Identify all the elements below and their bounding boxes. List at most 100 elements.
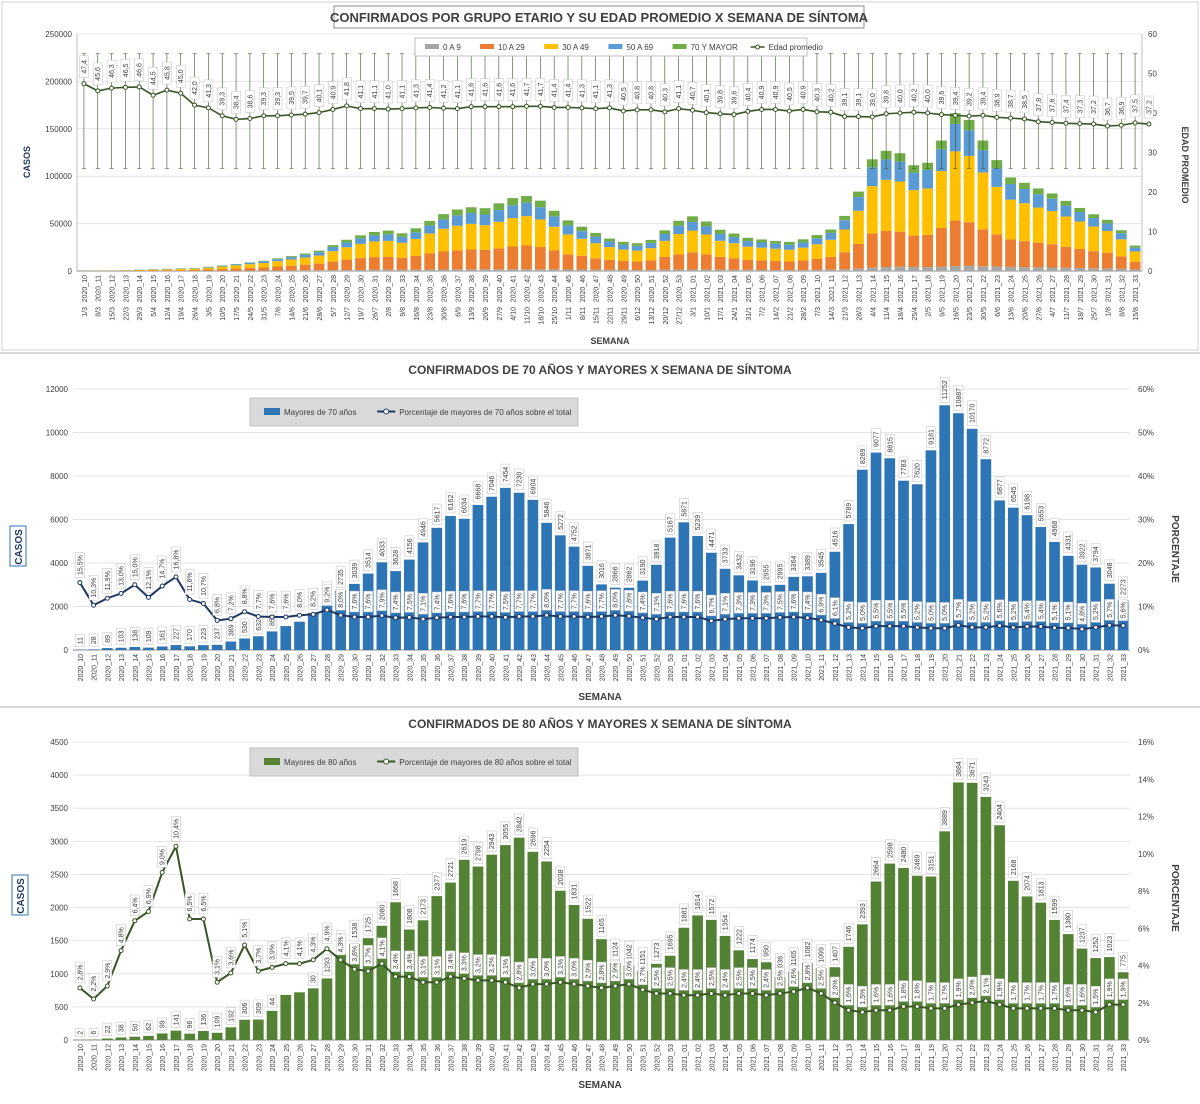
x-tick-label: 2021_29 [1078,275,1085,302]
avg-age-label: 36,7 [1105,102,1112,116]
percentage-point [572,982,576,986]
percentage-point [160,870,164,874]
percentage-point [449,615,453,619]
bar-segment [1047,193,1058,198]
avg-age-label: 40,0 [925,89,932,103]
x-tick-label: 2020_11 [96,275,103,302]
avg-age-point [815,110,819,114]
percentage-point [503,980,507,984]
bar-value-label: 89 [105,635,112,643]
x-tick-label: 2021_31 [1094,1044,1101,1071]
bar-value-label: 2598 [887,842,894,858]
y-tick-label: 2500 [50,870,68,879]
percentage-label: 7,7% [475,593,482,609]
percentage-label: 1,7% [1052,985,1059,1001]
percentage-point [696,615,700,619]
x-date-label: 18/4 [898,307,905,321]
x-tick-label: 2021_26 [1036,275,1043,302]
bar-segment [1102,231,1113,253]
avg-age-label: 41,6 [510,83,517,97]
x-tick-label: 2021_09 [792,1044,799,1071]
percentage-point [847,625,851,629]
avg-age-label: 40,7 [690,86,697,100]
x-tick-label: 2021_13 [856,275,863,302]
bar-value-label: 11252 [942,380,949,399]
y-tick-label: 1500 [50,937,68,946]
bar-segment [991,187,1002,234]
bar-value-label: 2735 [338,569,345,585]
bar [788,577,799,650]
percentage-point [723,993,727,997]
x-date-label: 23/8 [428,307,435,321]
bar [171,645,182,650]
x-date-label: 8/3 [96,307,103,317]
bar-segment [1130,269,1141,271]
x-date-label: 7/3 [815,307,822,317]
avg-age-point [1009,116,1013,120]
bar [267,631,278,650]
x-tick-label: 2020_17 [179,275,186,302]
y-tick-label: 0 [64,646,69,655]
avg-age-point [732,113,736,117]
avg-age-point [442,106,446,110]
avg-age-point [497,105,501,109]
x-tick-label: 2020_41 [511,275,518,302]
bar-segment [162,269,173,270]
bar-value-label: 6198 [1025,494,1032,510]
y2-tick-label: 0% [1138,646,1150,655]
avg-age-point [123,85,127,89]
percentage-label: 3,1% [503,959,510,975]
percentage-label: 2,6% [791,968,798,984]
bar-segment [1074,208,1085,212]
bar-value-label: 1813 [1038,881,1045,897]
percentage-point [751,991,755,995]
percentage-point [600,986,604,990]
avg-age-point [1064,121,1068,125]
bar-segment [922,267,933,271]
percentage-point [998,1003,1002,1007]
bar-segment [272,261,283,266]
percentage-label: 1,9% [1107,981,1114,997]
bar-value-label: 96 [187,1020,194,1028]
bar [445,516,456,650]
percentage-point [105,596,109,600]
bar-segment [742,241,753,247]
x-tick-label: 2021_03 [718,275,725,302]
percentage-label: 8,0% [544,592,551,608]
x-tick-label: 2020_23 [262,275,269,302]
bar-segment [729,243,740,258]
avg-age-label: 41,1 [676,85,683,99]
percentage-label: 7,3% [736,595,743,611]
x-date-label: 13/12 [649,307,656,325]
percentage-point [490,615,494,619]
percentage-label: 7,5% [777,594,784,610]
percentage-point [133,919,137,923]
avg-age-label: 41,1 [372,85,379,99]
percentage-point [407,615,411,619]
percentage-label: 4,1% [297,940,304,956]
percentage-point [256,969,260,973]
percentage-point [613,613,617,617]
bar-value-label: 8772 [983,438,990,454]
bar-segment [300,265,311,271]
avg-age-label: 40,9 [801,86,808,100]
bar-value-label: 1222 [736,929,743,945]
bar-segment [646,240,657,243]
percentage-label: 7,6% [585,594,592,610]
bar-value-label: 3884 [956,761,963,777]
y2-tick-label: 16% [1138,738,1154,747]
x-tick-label: 2021_05 [737,1044,744,1071]
x-tick-label: 2020_15 [147,1044,154,1071]
percentage-label: 3,0% [626,961,633,977]
x-tick-label: 2020_41 [503,1044,510,1071]
bar-value-label: 2074 [1025,875,1032,891]
x-tick-label: 2020_25 [284,1044,291,1071]
x-tick-label: 2020_24 [270,1044,277,1071]
bar-segment [383,231,394,235]
y2-tick-label: 14% [1138,775,1154,784]
percentage-label: 7,6% [352,594,359,610]
bar-segment [715,241,726,257]
x-axis-label: SEMANA [578,1080,621,1091]
x-tick-label: 2021_13 [847,1044,854,1071]
x-tick-label: 2021_07 [764,1044,771,1071]
